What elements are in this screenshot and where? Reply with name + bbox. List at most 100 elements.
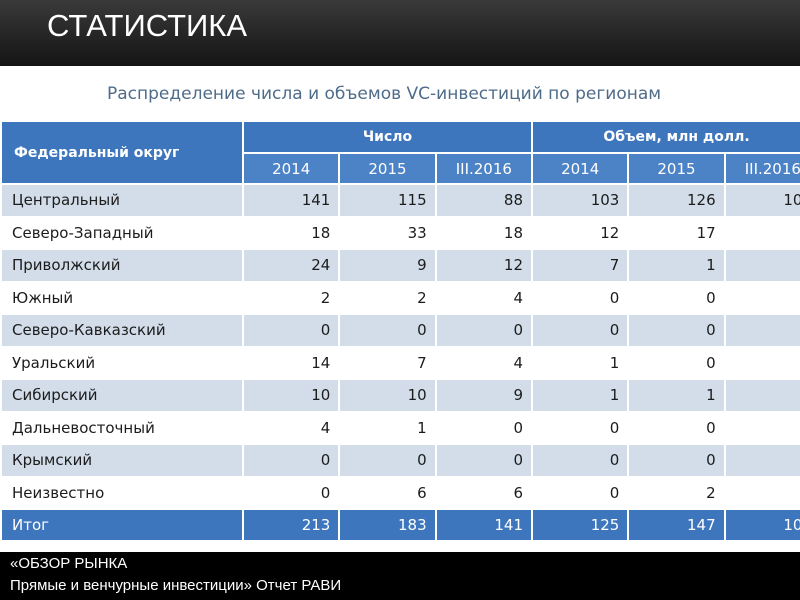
value-cell: 1 bbox=[530, 378, 630, 413]
source-line-2: Прямые и венчурные инвестиции» Отчет РАВ… bbox=[10, 577, 342, 594]
value-cell: 0 bbox=[241, 313, 341, 348]
page-title: СТАТИСТИКА bbox=[47, 8, 248, 43]
column-header-year: 2015 bbox=[627, 152, 726, 185]
value-cell: 0 bbox=[723, 410, 800, 445]
value-cell: 100 bbox=[723, 183, 800, 218]
table-row: Неизвестно066021 bbox=[0, 475, 800, 510]
district-name: Центральный bbox=[0, 183, 244, 218]
district-name: Неизвестно bbox=[0, 475, 244, 510]
district-name: Уральский bbox=[0, 345, 244, 380]
value-cell: 2 bbox=[723, 215, 800, 250]
value-cell: 0 bbox=[338, 443, 437, 478]
value-cell: 7 bbox=[338, 345, 437, 380]
value-cell: 0 bbox=[338, 313, 437, 348]
column-group-volume: Объем, млн долл. bbox=[531, 120, 800, 154]
value-cell: 0 bbox=[530, 443, 630, 478]
district-name: Северо-Кавказский bbox=[0, 313, 244, 348]
value-cell: 24 bbox=[241, 248, 341, 283]
value-cell: 0 bbox=[627, 410, 726, 445]
value-cell: 4 bbox=[434, 280, 534, 315]
value-cell: 0 bbox=[434, 410, 534, 445]
district-name: Южный bbox=[0, 280, 244, 315]
value-cell: 0 bbox=[627, 345, 726, 380]
value-cell: 88 bbox=[434, 183, 534, 218]
value-cell: 105 bbox=[723, 508, 800, 542]
value-cell: 141 bbox=[434, 508, 534, 542]
value-cell: 0 bbox=[627, 280, 726, 315]
column-header-year: 2015 bbox=[338, 152, 437, 185]
value-cell: 4 bbox=[241, 410, 341, 445]
value-cell: 125 bbox=[530, 508, 630, 542]
value-cell: 18 bbox=[241, 215, 341, 250]
value-cell: 14 bbox=[241, 345, 341, 380]
value-cell: 2 bbox=[241, 280, 341, 315]
value-cell: 33 bbox=[338, 215, 437, 250]
value-cell: 12 bbox=[434, 248, 534, 283]
value-cell: 4 bbox=[434, 345, 534, 380]
table-total-row: Итог213183141125147105 bbox=[0, 508, 800, 542]
value-cell: 9 bbox=[434, 378, 534, 413]
table-row: Крымский000000 bbox=[0, 443, 800, 478]
table-row: Северо-Западный18331812172 bbox=[0, 215, 800, 250]
table-row: Приволжский24912712 bbox=[0, 248, 800, 283]
value-cell: 0 bbox=[530, 410, 630, 445]
value-cell: 10 bbox=[338, 378, 437, 413]
table-row: Дальневосточный410000 bbox=[0, 410, 800, 445]
value-cell: 1 bbox=[723, 475, 800, 510]
value-cell: 103 bbox=[530, 183, 630, 218]
value-cell: 0 bbox=[434, 443, 534, 478]
value-cell: 12 bbox=[530, 215, 630, 250]
column-header-year: 2014 bbox=[530, 152, 630, 185]
column-header-year: 2014 bbox=[241, 152, 341, 185]
value-cell: 6 bbox=[434, 475, 534, 510]
value-cell: 183 bbox=[338, 508, 437, 542]
value-cell: 0 bbox=[530, 475, 630, 510]
value-cell: 9 bbox=[338, 248, 437, 283]
column-header-year: III.2016 bbox=[434, 152, 534, 185]
column-header-district: Федеральный округ bbox=[0, 120, 244, 185]
value-cell: 1 bbox=[627, 248, 726, 283]
value-cell: 0 bbox=[723, 313, 800, 348]
column-group-count: Число bbox=[242, 120, 533, 154]
value-cell: 115 bbox=[338, 183, 437, 218]
value-cell: 1 bbox=[627, 378, 726, 413]
district-name: Северо-Западный bbox=[0, 215, 244, 250]
table-row: Северо-Кавказский000000 bbox=[0, 313, 800, 348]
value-cell: 10 bbox=[241, 378, 341, 413]
value-cell: 0 bbox=[241, 443, 341, 478]
source-line-1: «ОБЗОР РЫНКА bbox=[10, 555, 128, 572]
value-cell: 0 bbox=[723, 443, 800, 478]
district-name: Дальневосточный bbox=[0, 410, 244, 445]
value-cell: 213 bbox=[241, 508, 341, 542]
value-cell: 2 bbox=[723, 248, 800, 283]
value-cell: 126 bbox=[627, 183, 726, 218]
table-row: Уральский1474101 bbox=[0, 345, 800, 380]
value-cell: 141 bbox=[241, 183, 341, 218]
value-cell: 0 bbox=[627, 313, 726, 348]
value-cell: 0 bbox=[530, 280, 630, 315]
value-cell: 1 bbox=[530, 345, 630, 380]
value-cell: 0 bbox=[627, 443, 726, 478]
value-cell: 0 bbox=[241, 475, 341, 510]
district-name: Крымский bbox=[0, 443, 244, 478]
value-cell: 0 bbox=[723, 280, 800, 315]
title-bar: СТАТИСТИКА bbox=[0, 0, 800, 66]
value-cell: 1 bbox=[338, 410, 437, 445]
district-name: Приволжский bbox=[0, 248, 244, 283]
value-cell: 1 bbox=[723, 345, 800, 380]
district-name: Итог bbox=[0, 508, 244, 542]
district-name: Сибирский bbox=[0, 378, 244, 413]
value-cell: 147 bbox=[627, 508, 726, 542]
table-row: Центральный14111588103126100 bbox=[0, 183, 800, 218]
vc-investment-table: Федеральный округ Число Объем, млн долл.… bbox=[0, 120, 800, 542]
value-cell: 6 bbox=[338, 475, 437, 510]
value-cell: 7 bbox=[530, 248, 630, 283]
table-caption: Распределение числа и объемов VC-инвести… bbox=[107, 84, 662, 104]
value-cell: 0 bbox=[723, 378, 800, 413]
value-cell: 2 bbox=[338, 280, 437, 315]
value-cell: 18 bbox=[434, 215, 534, 250]
value-cell: 0 bbox=[530, 313, 630, 348]
source-note: «ОБЗОР РЫНКА Прямые и венчурные инвестиц… bbox=[10, 553, 341, 597]
table-row: Сибирский10109110 bbox=[0, 378, 800, 413]
table-body: Центральный14111588103126100Северо-Запад… bbox=[0, 183, 800, 542]
